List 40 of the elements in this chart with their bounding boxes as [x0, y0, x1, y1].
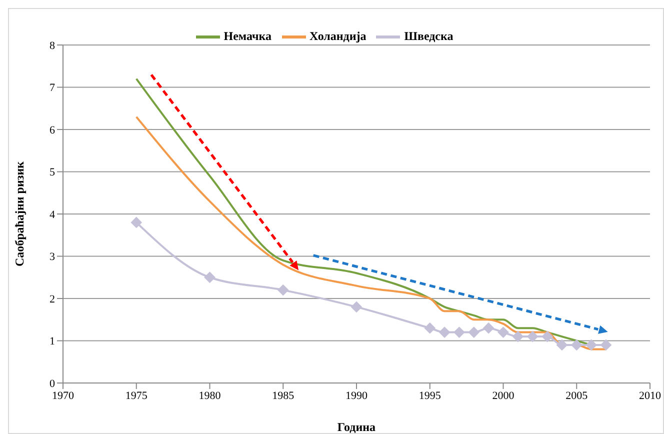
- x-tick-label: 2010: [639, 390, 662, 402]
- y-tick-label: 1: [50, 336, 55, 348]
- x-tick-label: 1990: [346, 390, 368, 402]
- point: [571, 339, 582, 350]
- x-tick-label: 1995: [418, 390, 442, 402]
- x-axis-title: Година: [337, 420, 376, 434]
- legend-label: Шведска: [404, 28, 454, 43]
- y-tick-label: 2: [50, 293, 55, 306]
- point: [439, 326, 450, 338]
- y-tick-label: 3: [50, 251, 56, 264]
- y-tick-label: 7: [50, 82, 56, 94]
- point: [483, 322, 494, 334]
- x-tick-label: 1985: [272, 390, 295, 402]
- point: [556, 339, 568, 350]
- point: [468, 326, 480, 338]
- x-tick-label: 1975: [125, 390, 148, 402]
- x-tick-label: 2000: [492, 390, 515, 402]
- point: [351, 301, 362, 312]
- point: [424, 322, 436, 334]
- point: [542, 331, 553, 342]
- y-tick-label: 5: [50, 166, 56, 179]
- point: [278, 284, 289, 296]
- point: [600, 339, 612, 350]
- legend-label: Холандија: [310, 28, 366, 43]
- point: [527, 331, 538, 342]
- point: [498, 326, 509, 338]
- x-tick-label: 1970: [52, 390, 74, 402]
- point: [204, 272, 216, 283]
- legend-label: Немачка: [224, 28, 272, 43]
- point: [512, 331, 524, 342]
- point: [454, 326, 465, 338]
- y-tick-label: 8: [50, 40, 56, 52]
- y-axis-title: Саобраћајни ризик: [12, 161, 26, 267]
- y-tick-label: 4: [50, 208, 56, 221]
- point: [130, 216, 142, 228]
- y-tick-label: 6: [50, 124, 56, 136]
- x-tick-label: 2005: [566, 390, 588, 402]
- x-tick-label: 1980: [198, 390, 222, 402]
- point: [586, 339, 597, 350]
- y-tick-label: 0: [50, 378, 56, 390]
